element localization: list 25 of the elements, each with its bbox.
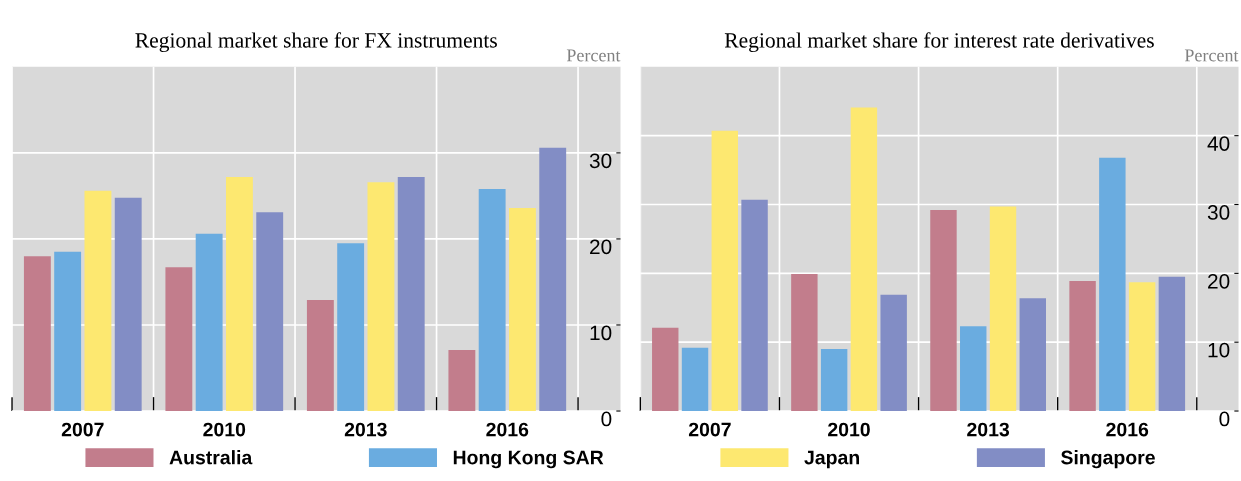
- y-tick-label: 30: [589, 153, 612, 169]
- y-tick-label: 0: [1219, 411, 1230, 427]
- y-tick-label: 20: [1208, 273, 1230, 289]
- x-tick-label: 2007: [688, 422, 731, 437]
- y-tick-label: 40: [1207, 136, 1230, 151]
- y-tick-label: 10: [1208, 342, 1230, 358]
- x-tick-label: 2010: [203, 422, 246, 437]
- x-tick-label: 2013: [967, 422, 1010, 437]
- x-tick-label: 2010: [828, 422, 870, 437]
- chart-title: Regional market share for interest rate derivatives: [724, 32, 1154, 53]
- legend-label: Hong Kong SAR: [453, 450, 604, 469]
- y-tick-label: 10: [590, 325, 612, 341]
- x-tick-label: 2016: [1106, 422, 1149, 437]
- x-tick-label: 2007: [61, 422, 104, 437]
- y-tick-label: 20: [590, 239, 612, 255]
- y-axis-title: Percent: [1184, 49, 1239, 62]
- legend-label: Australia: [169, 450, 253, 465]
- y-axis-title: Percent: [566, 49, 621, 62]
- x-tick-label: 2016: [486, 422, 529, 437]
- chart-title: Regional market share for FX instruments: [135, 32, 497, 53]
- y-tick-label: 30: [1207, 205, 1230, 220]
- legend-label: Singapore: [1061, 450, 1155, 469]
- legend-label: Japan: [804, 450, 860, 469]
- x-tick-label: 2013: [344, 422, 387, 437]
- y-tick-label: 0: [601, 411, 612, 427]
